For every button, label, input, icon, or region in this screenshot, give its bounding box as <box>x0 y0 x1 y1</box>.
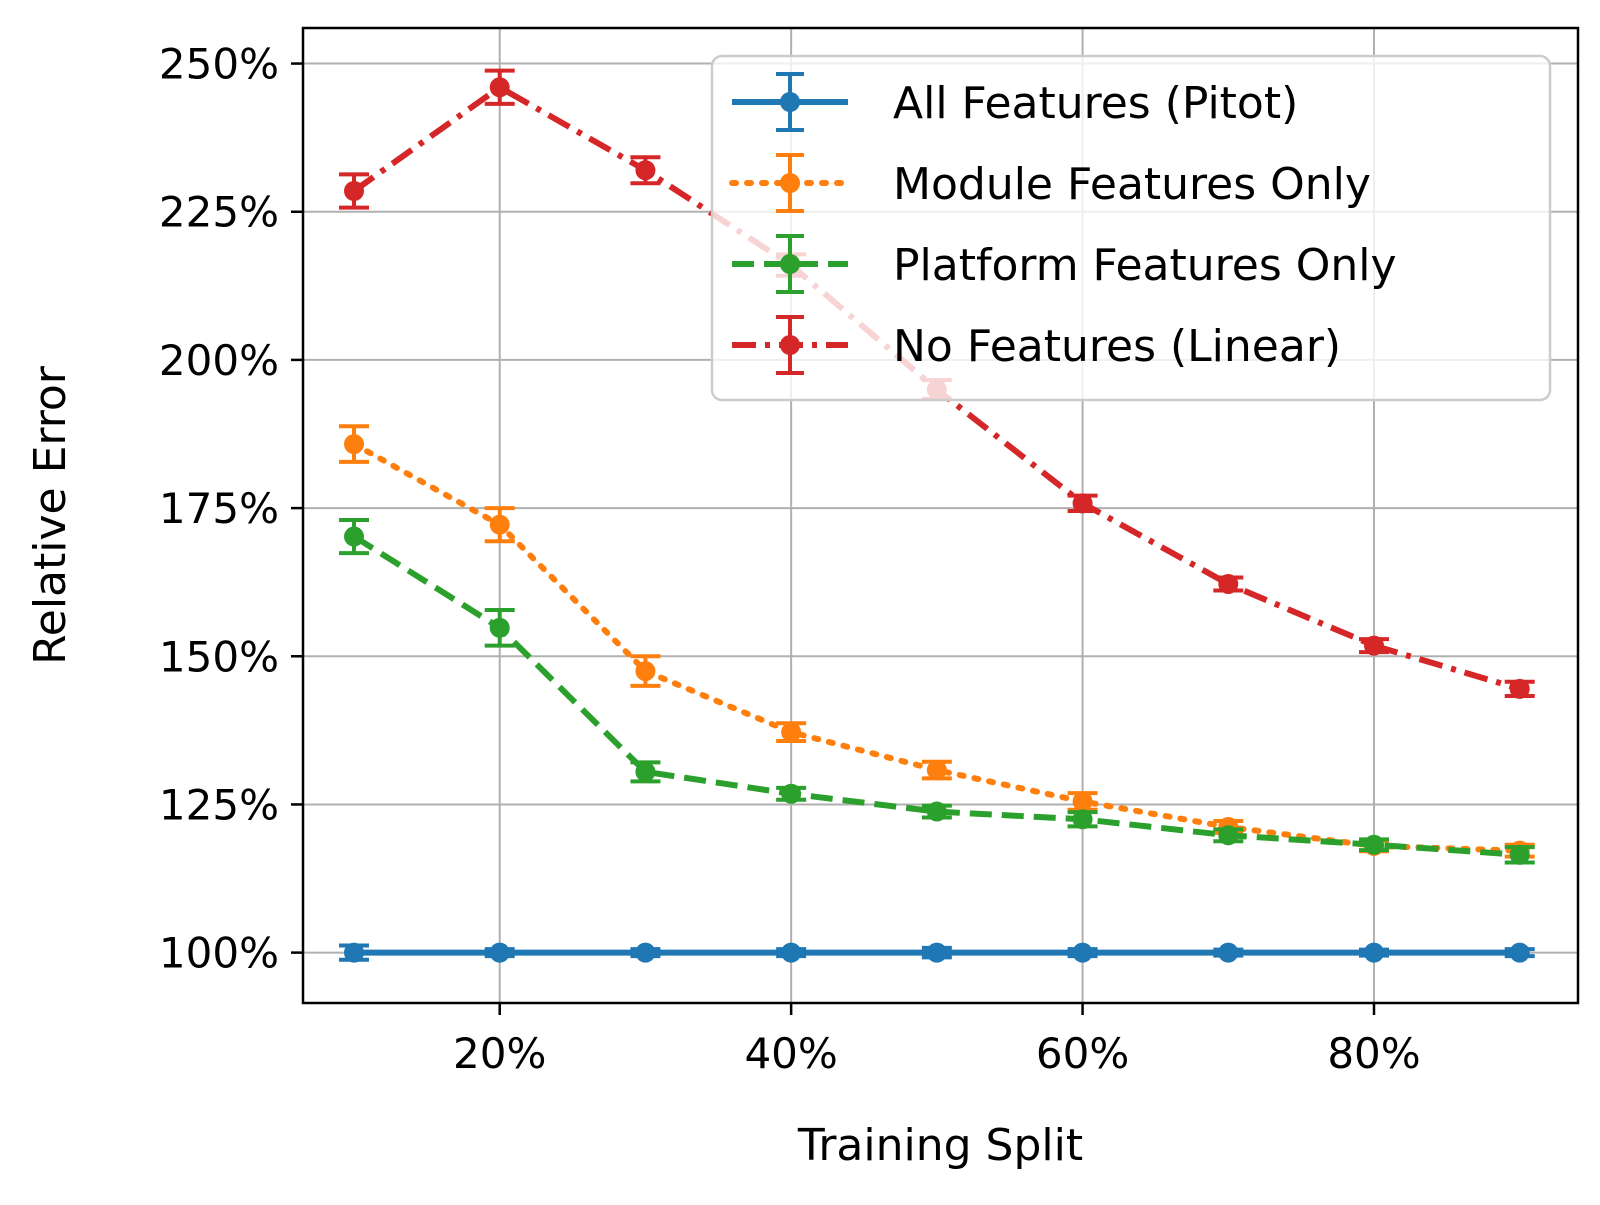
x-tick-label: 60% <box>1036 1029 1129 1078</box>
y-tick-label: 175% <box>159 484 279 533</box>
data-point <box>344 434 364 455</box>
legend-item-no-features-linear: No Features (Linear) <box>732 315 1341 375</box>
data-point <box>635 761 656 782</box>
data-point <box>926 801 947 822</box>
data-point <box>489 77 510 98</box>
data-point <box>781 722 802 743</box>
data-point <box>1072 493 1093 514</box>
x-tick-label: 40% <box>744 1029 837 1078</box>
legend-marker <box>780 335 800 355</box>
data-point <box>635 942 656 963</box>
x-tick-label: 80% <box>1327 1029 1420 1078</box>
data-point <box>344 526 364 547</box>
data-point <box>1218 573 1239 594</box>
legend-item-platform-features-only: Platform Features Only <box>732 234 1397 294</box>
legend-label: Platform Features Only <box>893 240 1397 291</box>
legend-label: All Features (Pitot) <box>893 78 1298 129</box>
y-tick-label: 125% <box>159 780 279 829</box>
legend-item-module-features-only: Module Features Only <box>729 153 1371 213</box>
data-point <box>344 942 364 963</box>
y-tick-label: 225% <box>159 188 279 237</box>
series-platform-features-only <box>339 517 1535 865</box>
data-point <box>1364 635 1384 656</box>
y-axis-title: Relative Error <box>25 365 76 665</box>
data-point <box>1072 942 1093 963</box>
data-point <box>1218 825 1239 846</box>
data-point <box>344 180 364 201</box>
legend-marker <box>780 254 800 274</box>
y-tick-label: 250% <box>159 40 279 89</box>
axis-ticks: 20% 40% 60% 80% 100% 125% 150% 175% 200% 225% 250% <box>159 40 1421 1078</box>
data-point <box>635 160 656 181</box>
data-point <box>1364 834 1384 855</box>
data-point <box>489 942 510 963</box>
legend-box <box>710 54 1552 402</box>
y-tick-label: 100% <box>159 929 279 978</box>
y-tick-label: 150% <box>159 632 279 681</box>
data-point <box>489 617 510 638</box>
data-point <box>635 661 656 682</box>
legend-label: No Features (Linear) <box>893 321 1341 372</box>
data-point <box>1509 678 1530 699</box>
series-all-features-pitot <box>339 942 1535 963</box>
data-point <box>1509 942 1530 963</box>
data-point <box>1072 809 1093 830</box>
y-tick-label: 200% <box>159 336 279 385</box>
data-point <box>781 783 802 804</box>
legend-item-all-features-pitot: All Features (Pitot) <box>732 72 1298 132</box>
x-tick-label: 20% <box>453 1029 546 1078</box>
data-point <box>926 942 947 963</box>
x-axis-title: Training Split <box>797 1120 1083 1171</box>
data-point <box>781 942 802 963</box>
data-point <box>1364 942 1384 963</box>
series-line <box>352 533 1520 858</box>
data-point <box>926 760 947 781</box>
legend-marker <box>780 173 800 193</box>
legend: All Features (Pitot) Module Features Only… <box>710 54 1552 402</box>
plot-frame <box>301 26 1580 1005</box>
data-point <box>1218 942 1239 963</box>
legend-marker <box>780 92 800 112</box>
data-point <box>1072 791 1093 812</box>
data-point <box>1509 844 1530 865</box>
data-point <box>489 514 510 535</box>
legend-label: Module Features Only <box>893 159 1371 210</box>
